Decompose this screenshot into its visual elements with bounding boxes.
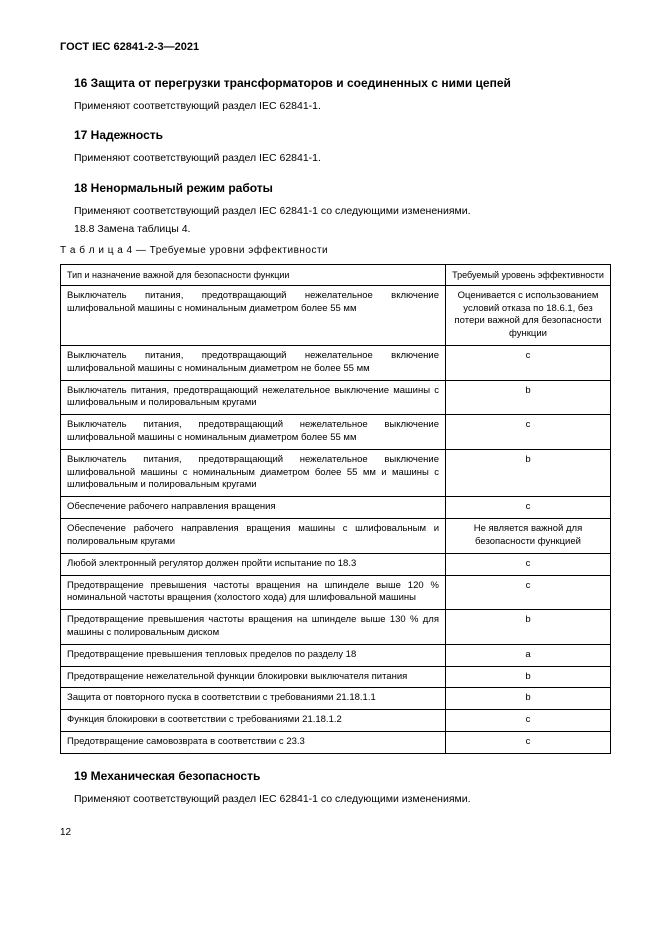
- table-cell-level: b: [446, 610, 611, 645]
- section-19-text: Применяют соответствующий раздел IEC 628…: [74, 792, 611, 806]
- table-cell-func: Любой электронный регулятор должен пройт…: [61, 553, 446, 575]
- table-row: Выключатель питания, предотвращающий неж…: [61, 345, 611, 380]
- table-cell-func: Выключатель питания, предотвращающий неж…: [61, 449, 446, 496]
- table-row: Выключатель питания, предотвращающий неж…: [61, 449, 611, 496]
- section-18-text2: 18.8 Замена таблицы 4.: [74, 222, 611, 236]
- table-cell-level: c: [446, 345, 611, 380]
- table-row: Защита от повторного пуска в соответстви…: [61, 688, 611, 710]
- table-cell-level: Не является важной для безопасности функ…: [446, 519, 611, 554]
- section-19-title: 19 Механическая безопасность: [74, 768, 611, 784]
- table-cell-func: Предотвращение самовозврата в соответств…: [61, 732, 446, 754]
- section-16-title: 16 Защита от перегрузки трансформаторов …: [74, 75, 611, 91]
- table-cell-func: Предотвращение превышения частоты вращен…: [61, 575, 446, 610]
- table-4: Тип и назначение важной для безопасности…: [60, 264, 611, 754]
- section-17-title: 17 Надежность: [74, 127, 611, 143]
- table-row: Предотвращение превышения частоты вращен…: [61, 610, 611, 645]
- table-row: Функция блокировки в соответствии с треб…: [61, 710, 611, 732]
- section-18-title: 18 Ненормальный режим работы: [74, 180, 611, 196]
- table-cell-func: Выключатель питания, предотвращающий неж…: [61, 285, 446, 345]
- table-row: Предотвращение самовозврата в соответств…: [61, 732, 611, 754]
- table-cell-level: b: [446, 666, 611, 688]
- table-cell-func: Выключатель питания, предотвращающий неж…: [61, 415, 446, 450]
- table-4-caption: Т а б л и ц а 4 — Требуемые уровни эффек…: [60, 244, 611, 258]
- table-row: Любой электронный регулятор должен пройт…: [61, 553, 611, 575]
- table-cell-func: Выключатель питания, предотвращающий неж…: [61, 380, 446, 415]
- document-id: ГОСТ IEC 62841-2-3—2021: [60, 40, 611, 55]
- table-cell-level: c: [446, 497, 611, 519]
- table-cell-level: c: [446, 553, 611, 575]
- table-header-level: Требуемый уровень эффективности: [446, 264, 611, 285]
- table-cell-level: c: [446, 732, 611, 754]
- page-number: 12: [60, 826, 611, 840]
- table-row: Выключатель питания, предотвращающий неж…: [61, 285, 611, 345]
- table-header-row: Тип и назначение важной для безопасности…: [61, 264, 611, 285]
- table-row: Обеспечение рабочего направления вращени…: [61, 497, 611, 519]
- table-cell-level: b: [446, 380, 611, 415]
- table-header-func: Тип и назначение важной для безопасности…: [61, 264, 446, 285]
- table-row: Обеспечение рабочего направления вращени…: [61, 519, 611, 554]
- section-17-text: Применяют соответствующий раздел IEC 628…: [74, 151, 611, 165]
- table-cell-func: Функция блокировки в соответствии с треб…: [61, 710, 446, 732]
- table-cell-func: Защита от повторного пуска в соответстви…: [61, 688, 446, 710]
- table-row: Предотвращение превышения тепловых преде…: [61, 644, 611, 666]
- table-row: Предотвращение нежелательной функции бло…: [61, 666, 611, 688]
- table-row: Предотвращение превышения частоты вращен…: [61, 575, 611, 610]
- table-cell-func: Предотвращение превышения частоты вращен…: [61, 610, 446, 645]
- table-cell-level: c: [446, 575, 611, 610]
- table-cell-func: Обеспечение рабочего направления вращени…: [61, 497, 446, 519]
- table-cell-level: b: [446, 449, 611, 496]
- table-cell-level: c: [446, 415, 611, 450]
- table-row: Выключатель питания, предотвращающий неж…: [61, 415, 611, 450]
- section-18-text1: Применяют соответствующий раздел IEC 628…: [74, 204, 611, 218]
- section-16-text: Применяют соответствующий раздел IEC 628…: [74, 99, 611, 113]
- table-cell-func: Предотвращение превышения тепловых преде…: [61, 644, 446, 666]
- table-cell-level: c: [446, 710, 611, 732]
- page-container: ГОСТ IEC 62841-2-3—2021 16 Защита от пер…: [0, 0, 661, 870]
- table-cell-level: a: [446, 644, 611, 666]
- table-cell-level: b: [446, 688, 611, 710]
- table-cell-func: Обеспечение рабочего направления вращени…: [61, 519, 446, 554]
- table-cell-func: Выключатель питания, предотвращающий неж…: [61, 345, 446, 380]
- table-cell-level: Оценивается с использованием условий отк…: [446, 285, 611, 345]
- table-row: Выключатель питания, предотвращающий неж…: [61, 380, 611, 415]
- table-cell-func: Предотвращение нежелательной функции бло…: [61, 666, 446, 688]
